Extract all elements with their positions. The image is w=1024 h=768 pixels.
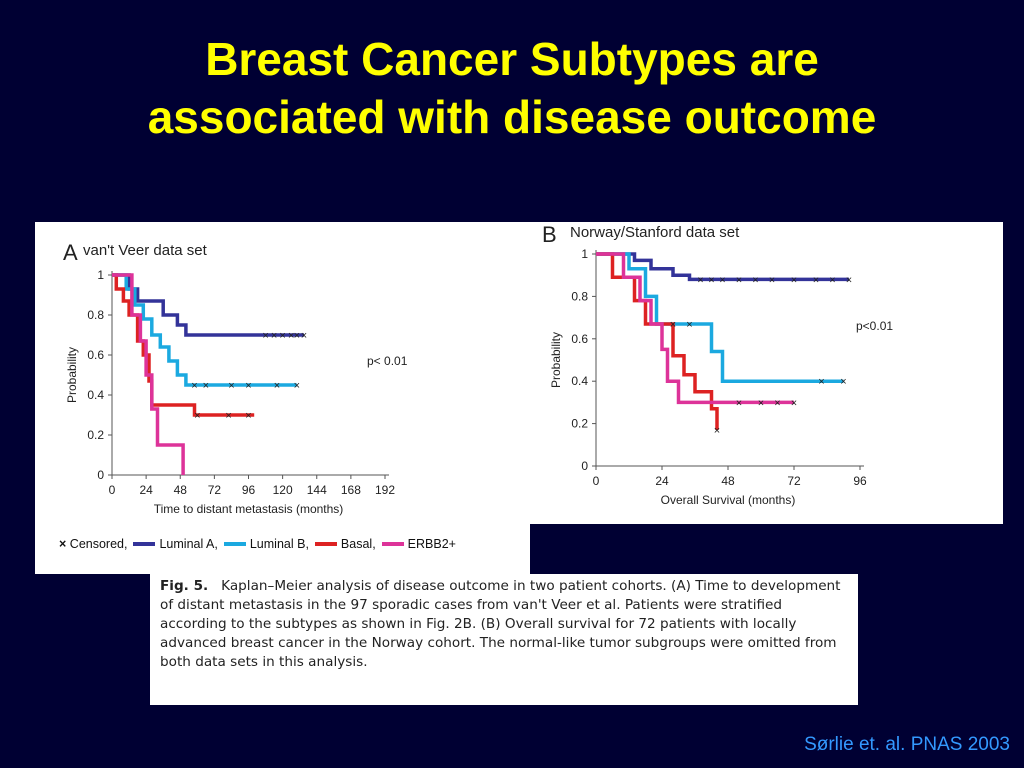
- legend-label-basal: Basal,: [340, 537, 376, 551]
- legend-label-luminal-b: Luminal B,: [249, 537, 309, 551]
- y-tick-label: 0.2: [571, 417, 588, 431]
- x-tick-label: 24: [139, 483, 153, 497]
- p-value-annotation: p< 0.01: [367, 354, 408, 368]
- y-tick-label: 0.4: [571, 374, 588, 388]
- title-line-2: associated with disease outcome: [147, 91, 877, 143]
- x-tick-label: 0: [593, 474, 600, 488]
- censored-marker: ×: [686, 319, 692, 331]
- km-curve-series-4: [596, 252, 794, 405]
- censored-marker: ×: [758, 397, 764, 409]
- y-tick-label: 0.4: [87, 388, 104, 402]
- censored-marker: ×: [708, 274, 714, 286]
- censored-marker: ×: [818, 376, 824, 388]
- censored-marker: ×: [697, 274, 703, 286]
- x-tick-label: 72: [787, 474, 801, 488]
- censored-marker: ×: [736, 397, 742, 409]
- censored-marker: ×: [294, 330, 300, 342]
- censored-marker: ×: [191, 380, 197, 392]
- y-tick-label: 1: [581, 247, 588, 261]
- y-tick-label: 0.8: [87, 308, 104, 322]
- censored-marker: ×: [245, 380, 251, 392]
- chart-title: Norway/Stanford data set: [570, 224, 740, 241]
- x-tick-label: 96: [242, 483, 256, 497]
- censored-marker: ×: [228, 380, 234, 392]
- censored-marker: ×: [774, 397, 780, 409]
- chart-title: van't Veer data set: [83, 242, 208, 259]
- censored-marker: ×: [279, 330, 285, 342]
- chart-legend: × Censored, Luminal A, Luminal B, Basal,…: [59, 537, 456, 551]
- km-curve-series-1: [596, 252, 849, 282]
- censored-marker: ×: [294, 380, 300, 392]
- censored-marker: ×: [301, 330, 307, 342]
- x-tick-label: 96: [853, 474, 867, 488]
- x-tick-label: 0: [109, 483, 116, 497]
- censored-marker: ×: [714, 425, 720, 437]
- chart-panel-b: B Norway/Stanford data set 0 24 48 72 96 0 0.2 0.…: [530, 222, 1003, 524]
- legend-censored-marker: ×: [59, 537, 67, 551]
- y-tick-label: 0: [581, 459, 588, 473]
- censored-marker: ×: [262, 330, 268, 342]
- censored-marker: ×: [194, 410, 200, 422]
- legend-swatch-luminal-b: [223, 542, 246, 546]
- censored-marker: ×: [846, 274, 852, 286]
- censored-marker: ×: [752, 274, 758, 286]
- y-tick-label: 0.6: [571, 332, 588, 346]
- x-tick-label: 48: [174, 483, 188, 497]
- x-tick-label: 192: [375, 483, 395, 497]
- y-tick-label: 0.8: [571, 289, 588, 303]
- x-tick-label: 48: [721, 474, 735, 488]
- censored-marker: ×: [274, 380, 280, 392]
- x-tick-label: 24: [655, 474, 669, 488]
- title-line-1: Breast Cancer Subtypes are: [205, 33, 819, 85]
- y-axis-label: Probability: [549, 332, 563, 388]
- censored-marker: ×: [670, 319, 676, 331]
- x-tick-label: 144: [307, 483, 327, 497]
- slide-title: Breast Cancer Subtypes are associated wi…: [0, 30, 1024, 146]
- y-tick-label: 0.6: [87, 348, 104, 362]
- censored-marker: ×: [203, 380, 209, 392]
- censored-marker: ×: [271, 330, 277, 342]
- p-value-annotation: p<0.01: [856, 319, 893, 333]
- censored-marker: ×: [813, 274, 819, 286]
- legend-label-luminal-a: Luminal A,: [159, 537, 218, 551]
- censored-marker: ×: [829, 274, 835, 286]
- km-curve-series-2: [596, 252, 844, 383]
- panel-letter: A: [63, 240, 78, 265]
- x-axis-label: Time to distant metastasis (months): [154, 502, 344, 516]
- y-axis-label: Probability: [65, 347, 79, 403]
- km-curve-series-4: [112, 273, 185, 475]
- x-tick-label: 72: [208, 483, 222, 497]
- censored-marker: ×: [288, 330, 294, 342]
- y-tick-label: 1: [97, 268, 104, 282]
- x-tick-label: 120: [273, 483, 293, 497]
- y-tick-label: 0.2: [87, 428, 104, 442]
- y-tick-label: 0: [97, 468, 104, 482]
- x-axis-label: Overall Survival (months): [661, 493, 796, 507]
- legend-swatch-basal: [314, 542, 337, 546]
- legend-swatch-erbb2: [381, 542, 404, 546]
- censored-marker: ×: [769, 274, 775, 286]
- km-curve-series-1: [112, 273, 304, 337]
- caption-text: Kaplan–Meier analysis of disease outcome…: [160, 578, 841, 670]
- censored-marker: ×: [719, 274, 725, 286]
- figure-caption: Fig. 5. Kaplan–Meier analysis of disease…: [150, 574, 858, 705]
- x-tick-label: 168: [341, 483, 361, 497]
- legend-label-erbb2: ERBB2+: [407, 537, 456, 551]
- censored-marker: ×: [791, 397, 797, 409]
- legend-swatch-luminal-a: [133, 542, 156, 546]
- censored-marker: ×: [225, 410, 231, 422]
- censored-marker: ×: [736, 274, 742, 286]
- panel-letter: B: [542, 222, 557, 247]
- km-chart-b: B Norway/Stanford data set 0 24 48 72 96 0 0.2 0.…: [542, 222, 893, 507]
- censored-marker: ×: [840, 376, 846, 388]
- censored-marker: ×: [791, 274, 797, 286]
- censored-marker: ×: [245, 410, 251, 422]
- caption-fig-label: Fig. 5.: [160, 578, 209, 594]
- legend-censored-label: Censored,: [69, 537, 128, 551]
- citation: Sørlie et. al. PNAS 2003: [804, 734, 1010, 755]
